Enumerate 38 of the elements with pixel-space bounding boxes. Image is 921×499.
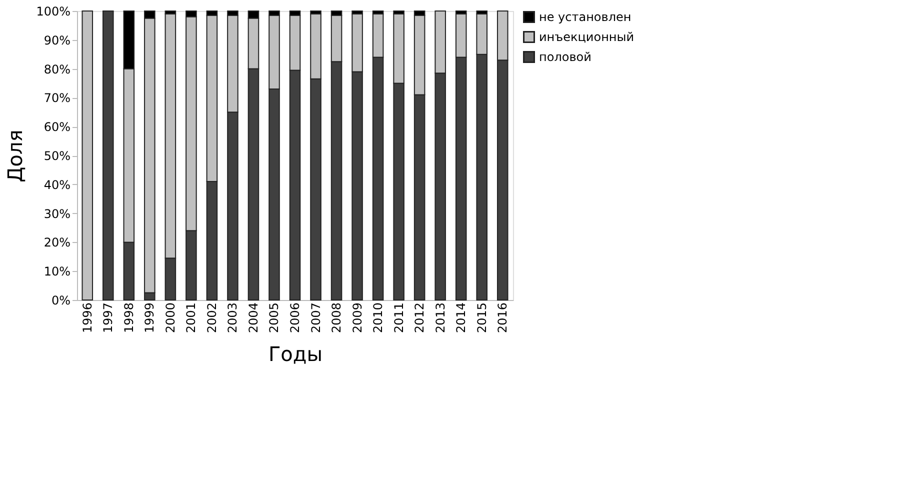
y-tick-label: 40% xyxy=(44,178,70,192)
x-tick-label: 2001 xyxy=(184,302,198,334)
x-tick-label: 2004 xyxy=(246,302,260,334)
x-tick-label: 2003 xyxy=(226,302,240,334)
y-tick-label: 100% xyxy=(36,4,70,18)
y-tick-label: 60% xyxy=(44,120,70,134)
x-tick-label: 2008 xyxy=(330,302,344,334)
x-tick-label: 1996 xyxy=(80,302,94,334)
x-tick-label: 2013 xyxy=(433,302,448,334)
x-tick-label: 2000 xyxy=(163,302,178,334)
x-tick-label: 2006 xyxy=(288,302,302,334)
x-tick-label: 2002 xyxy=(204,302,219,334)
x-tick-label: 2011 xyxy=(392,302,406,334)
y-tick-label: 10% xyxy=(44,264,70,279)
x-tick-label: 1999 xyxy=(142,302,157,334)
x-tick-label: 2016 xyxy=(496,302,510,334)
legend-label: не установлен xyxy=(539,10,632,24)
x-tick-label: 2015 xyxy=(474,302,489,334)
x-tick-label: 1997 xyxy=(101,302,116,334)
bar xyxy=(102,10,114,300)
x-tick-label: 2005 xyxy=(267,302,282,334)
y-tick-label: 30% xyxy=(44,206,70,221)
x-tick-label: 2009 xyxy=(350,302,364,334)
y-tick-label: 90% xyxy=(44,33,70,48)
legend-label: инъекционный xyxy=(539,30,634,44)
legend-label: половой xyxy=(539,50,592,64)
y-tick-label: 80% xyxy=(44,62,70,76)
x-tick-label: 1998 xyxy=(122,302,136,334)
x-tick-label: 2007 xyxy=(308,302,323,334)
x-axis-title: Годы xyxy=(268,342,323,366)
y-axis-title: Доля xyxy=(3,130,28,182)
x-tick-label: 2012 xyxy=(412,302,427,334)
y-tick-label: 20% xyxy=(44,236,70,250)
y-tick-label: 50% xyxy=(44,149,70,163)
y-tick-label: 70% xyxy=(44,91,70,106)
x-tick-label: 2010 xyxy=(371,302,386,334)
y-tick-label: 0% xyxy=(51,294,70,308)
x-tick-label: 2014 xyxy=(454,302,468,334)
